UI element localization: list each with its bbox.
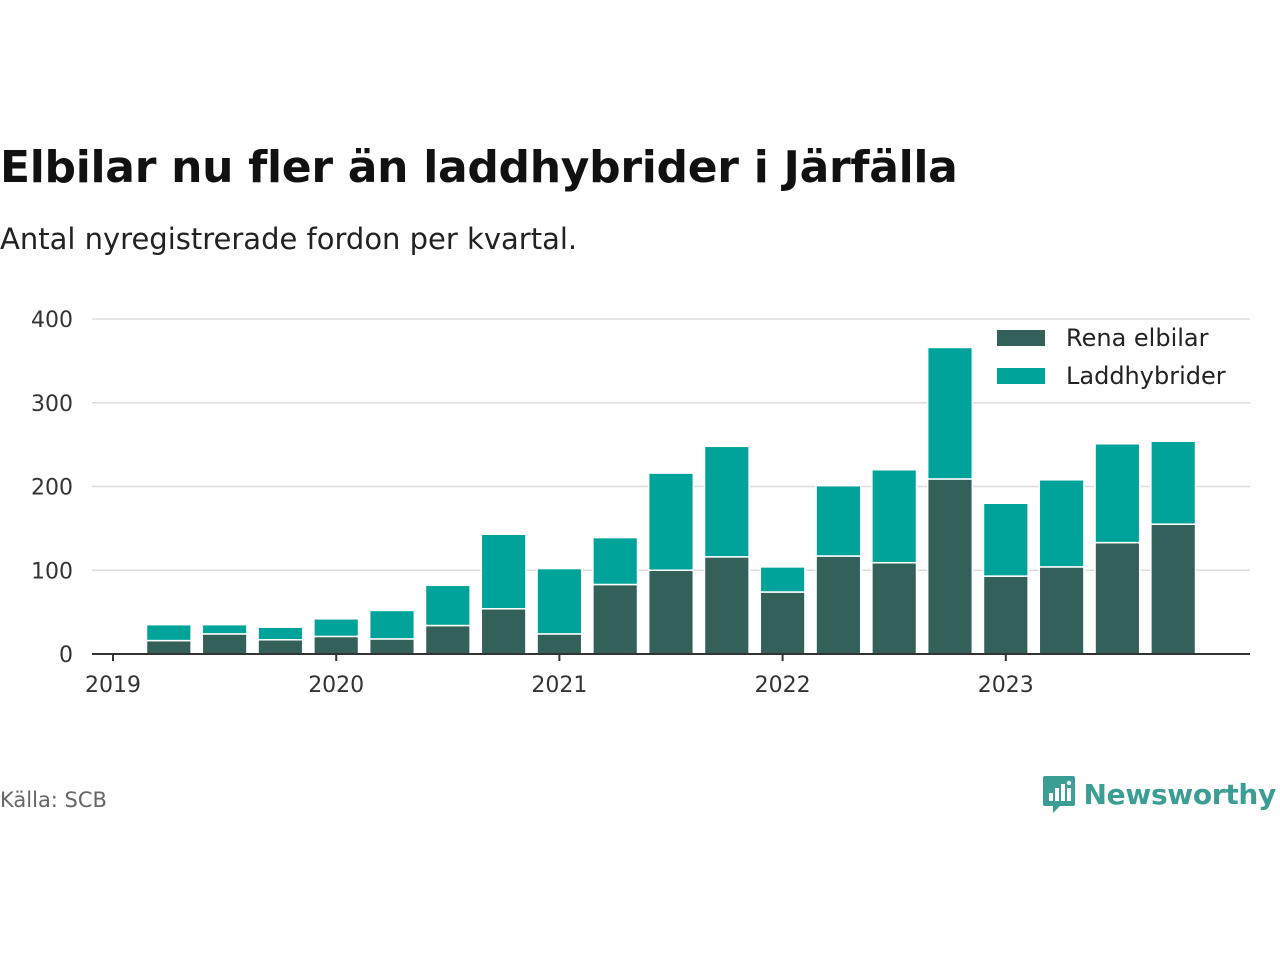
x-tick-label: 2023: [978, 673, 1034, 698]
bar-rena-elbilar: [145, 639, 192, 655]
bar-laddhybrider: [536, 567, 583, 635]
legend-swatch: [997, 368, 1045, 384]
bar-laddhybrider: [424, 584, 471, 627]
bar-laddhybrider: [313, 618, 360, 638]
bar-laddhybrider: [759, 566, 806, 593]
bar-laddhybrider: [592, 536, 639, 586]
y-tick-label: 400: [31, 308, 73, 333]
x-tick-label: 2021: [531, 673, 587, 698]
stacked-bar-chart: 0 100 200 300 400 2019 2020 2021 2022 2023 Rena …: [31, 308, 1250, 698]
legend-label: Rena elbilar: [1066, 324, 1209, 352]
y-axis-ticks: 0 100 200 300 400: [31, 308, 73, 668]
bar-laddhybrider: [368, 609, 416, 640]
source-note: Källa: SCB: [0, 788, 107, 812]
brand-name: Newsworthy: [1083, 777, 1277, 811]
bar-rena-elbilar: [982, 575, 1029, 655]
bar-laddhybrider: [703, 445, 750, 558]
bar-laddhybrider: [145, 623, 192, 642]
bar-laddhybrider: [257, 626, 304, 641]
legend-swatch: [997, 330, 1045, 346]
x-tick-label: 2019: [85, 673, 141, 698]
bars: [145, 346, 1197, 655]
bar-laddhybrider: [1150, 440, 1197, 525]
bar-laddhybrider: [982, 502, 1029, 577]
y-tick-label: 300: [31, 392, 73, 417]
bar-rena-elbilar: [1094, 541, 1141, 655]
legend-label: Laddhybrider: [1066, 362, 1226, 390]
bar-rena-elbilar: [815, 555, 862, 655]
bar-laddhybrider: [201, 623, 248, 635]
bar-rena-elbilar: [1038, 566, 1085, 655]
bar-rena-elbilar: [368, 638, 416, 655]
legend: Rena elbilar Laddhybrider: [985, 320, 1247, 400]
bar-laddhybrider: [815, 484, 862, 557]
bar-rena-elbilar: [257, 639, 304, 655]
bar-rena-elbilar: [424, 624, 471, 655]
bar-laddhybrider: [926, 346, 974, 480]
y-tick-label: 200: [31, 476, 73, 501]
bar-rena-elbilar: [759, 591, 806, 655]
bar-laddhybrider: [871, 469, 918, 564]
x-tick-label: 2020: [308, 673, 364, 698]
bar-rena-elbilar: [871, 561, 918, 655]
bar-rena-elbilar: [647, 569, 695, 655]
bar-laddhybrider: [1094, 443, 1141, 544]
y-tick-label: 100: [31, 559, 73, 584]
newsworthy-logo-icon: [1042, 776, 1075, 813]
bar-rena-elbilar: [703, 556, 750, 655]
bar-rena-elbilar: [313, 635, 360, 655]
bar-rena-elbilar: [536, 633, 583, 655]
bar-laddhybrider: [480, 533, 527, 610]
newsworthy-logo[interactable]: Newsworthy: [1042, 774, 1276, 814]
bar-rena-elbilar: [592, 583, 639, 655]
x-axis: 2019 2020 2021 2022 2023: [85, 653, 1250, 698]
bar-laddhybrider: [647, 472, 695, 572]
bar-rena-elbilar: [926, 478, 974, 655]
y-tick-label: 0: [59, 643, 73, 668]
bar-laddhybrider: [1038, 479, 1085, 568]
chart-subtitle: Antal nyregistrerade fordon per kvartal.: [0, 222, 578, 256]
chart-title: Elbilar nu fler än laddhybrider i Järfäl…: [0, 142, 958, 193]
x-tick-label: 2022: [755, 673, 811, 698]
bar-rena-elbilar: [480, 608, 527, 655]
bar-rena-elbilar: [1150, 523, 1197, 655]
bar-rena-elbilar: [201, 633, 248, 655]
